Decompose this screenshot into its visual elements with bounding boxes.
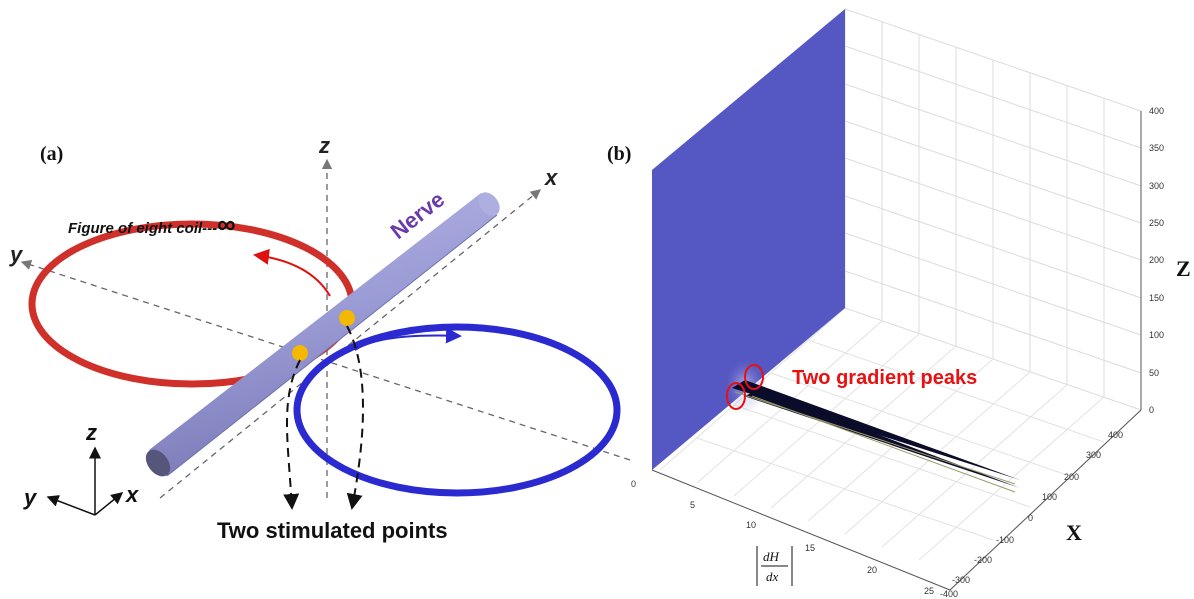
gradient-surface <box>652 9 845 470</box>
triad-x-label: x <box>125 482 139 507</box>
z-tick-label: 0 <box>1149 405 1154 415</box>
x-tick-label: 100 <box>1042 492 1057 502</box>
panel-b: (b) <box>607 8 1191 599</box>
z-tick-label: 150 <box>1149 293 1164 303</box>
grad-label-denominator: dx <box>766 569 779 584</box>
coil-label: Figure of eight coil---∞ <box>68 209 236 239</box>
grad-label-numerator: dH <box>763 549 780 564</box>
x-tick-label: 400 <box>1108 430 1123 440</box>
x-tick-label: -300 <box>952 575 970 585</box>
leader-line-2 <box>346 325 364 510</box>
z-tick-label: 300 <box>1149 181 1164 191</box>
z-axis: 0 50 100 150 200 250 300 350 400 Z <box>1140 106 1191 415</box>
leader-line-1 <box>283 359 301 510</box>
stimulated-points-label: Two stimulated points <box>217 518 448 543</box>
x-tick-label: 300 <box>1086 450 1101 460</box>
x-tick-label: 200 <box>1064 472 1079 482</box>
coordinate-triad: z y x <box>23 420 139 516</box>
gradient-peaks-label: Two gradient peaks <box>792 367 977 389</box>
axis-x-label: x <box>544 165 558 190</box>
grad-tick-label: 5 <box>690 500 695 510</box>
grad-tick-label: 10 <box>746 520 756 530</box>
x-tick-label: -400 <box>940 589 958 599</box>
x-tick-label: -100 <box>996 535 1014 545</box>
peak-circle-1 <box>726 382 746 410</box>
z-tick-label: 50 <box>1149 368 1159 378</box>
grad-tick-label: 15 <box>805 543 815 553</box>
nerve-end-cap <box>145 449 171 477</box>
x-tick-label: 0 <box>1028 513 1033 523</box>
gradient-axis: 0 5 10 15 20 25 dH dx <box>631 469 951 596</box>
x-axis: 400 300 200 100 0 -100 -200 -300 -400 X <box>940 409 1142 599</box>
axis-y-label: y <box>9 242 24 267</box>
panel-b-label: (b) <box>607 143 631 165</box>
z-axis-label: Z <box>1176 256 1191 281</box>
blue-current-arrow <box>354 327 462 351</box>
z-tick-label: 400 <box>1149 106 1164 116</box>
nerve <box>145 192 500 477</box>
back-grid <box>844 8 1142 411</box>
peak-circle-2 <box>744 364 764 390</box>
panel-a-label: (a) <box>40 143 63 165</box>
stimulated-point-2 <box>292 345 308 361</box>
z-tick-label: 200 <box>1149 255 1164 265</box>
grad-tick-label: 0 <box>631 479 636 489</box>
grad-tick-label: 25 <box>924 586 934 596</box>
axis-z-label: z <box>318 133 330 158</box>
z-tick-label: 350 <box>1149 143 1164 153</box>
axis-x-line <box>159 189 542 499</box>
triad-y-label: y <box>23 485 38 510</box>
z-tick-label: 100 <box>1149 330 1164 340</box>
panel-a: (a) z x y Figure of eight coil- <box>9 133 631 543</box>
grad-tick-label: 20 <box>867 565 877 575</box>
z-tick-label: 250 <box>1149 218 1164 228</box>
blue-coil <box>293 323 621 497</box>
stimulated-point-1 <box>339 310 355 326</box>
gradient-axis-label: dH dx <box>756 546 793 586</box>
red-current-arrow <box>253 248 331 297</box>
x-tick-label: -200 <box>974 555 992 565</box>
triad-z-label: z <box>85 420 97 445</box>
x-axis-label: X <box>1066 520 1082 545</box>
gradient-peak-tails <box>732 380 1020 493</box>
